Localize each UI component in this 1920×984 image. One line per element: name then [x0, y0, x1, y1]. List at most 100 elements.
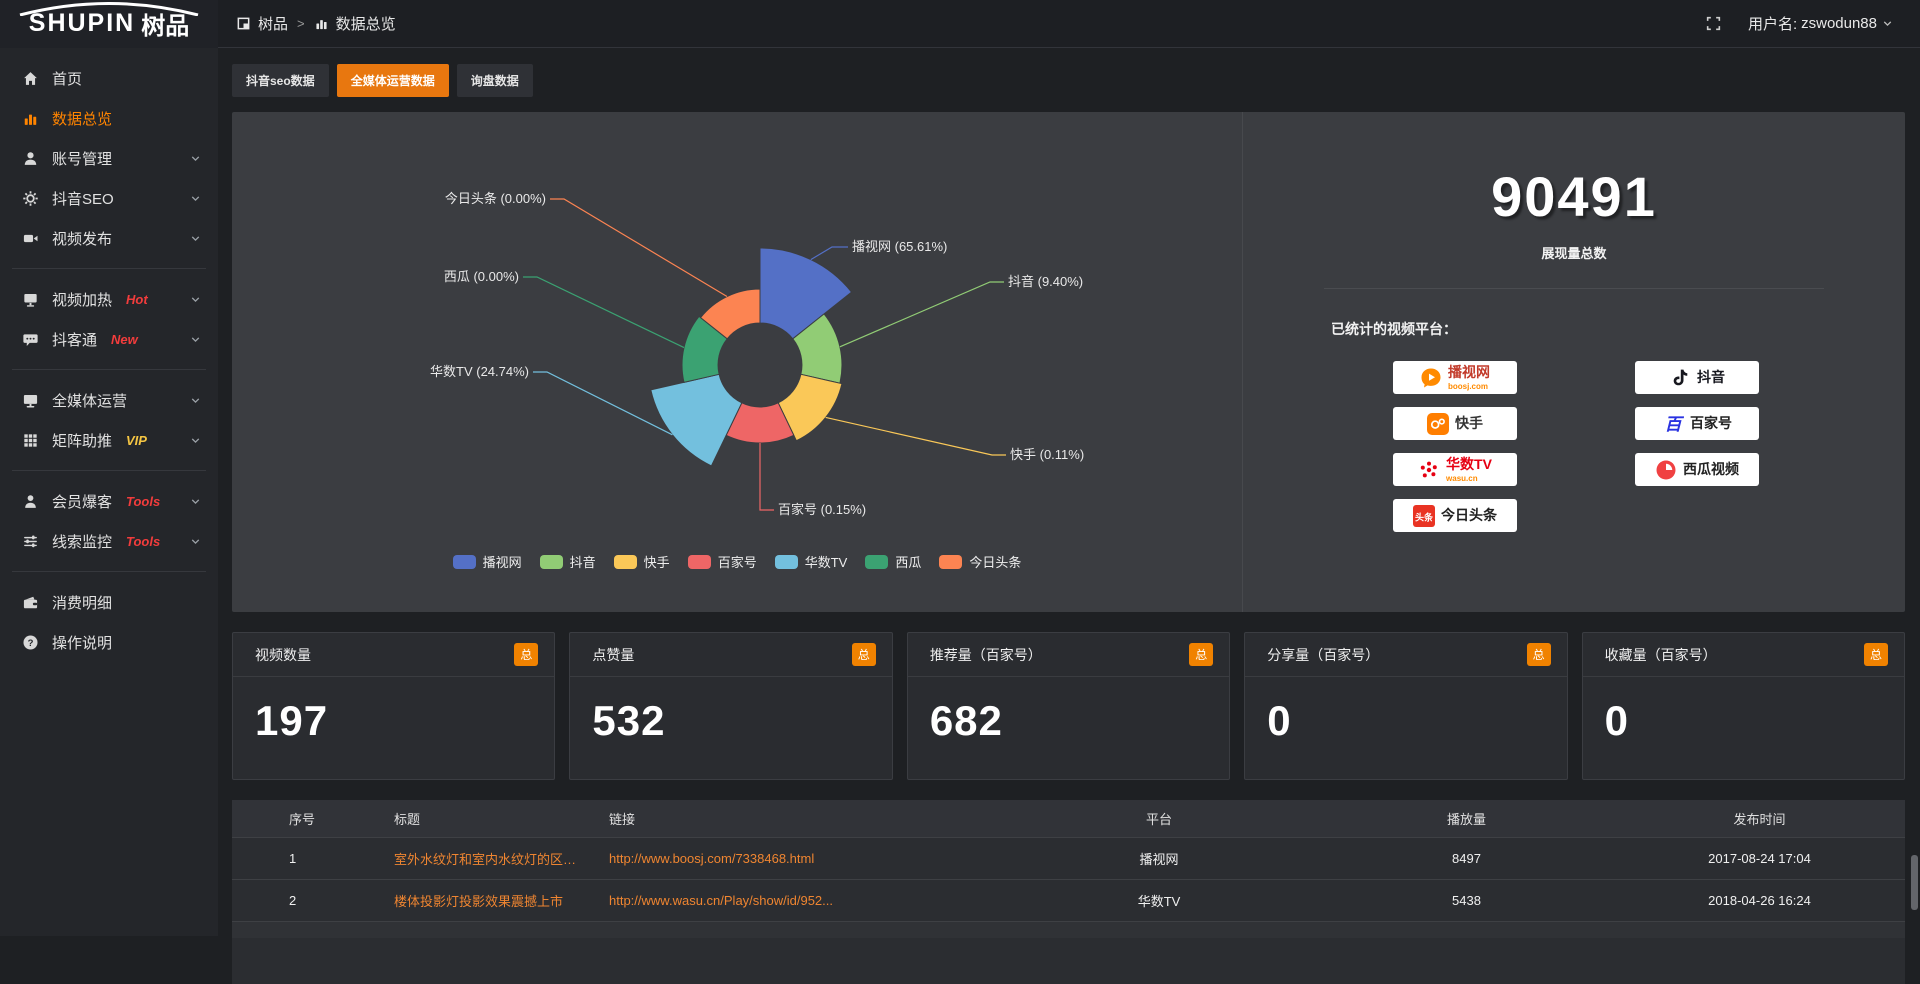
cell-title-link[interactable]: 室外水纹灯和室内水纹灯的区别和简介 [394, 852, 599, 867]
sidebar-item-label: 账号管理 [52, 150, 113, 168]
breadcrumb-current[interactable]: 数据总览 [335, 16, 396, 33]
kuaishou-icon [1427, 412, 1449, 435]
cell-platform: 华数TV [1137, 894, 1181, 909]
scrollbar-thumb[interactable] [1911, 855, 1918, 910]
legend-item-华数TV[interactable]: 华数TV [774, 552, 848, 571]
sidebar-item-home[interactable]: 首页 [0, 58, 218, 98]
platform-name: 快手 [1455, 414, 1483, 431]
total-badge: 总 [1189, 643, 1214, 666]
stat-card-header: 分享量（百家号） 总 [1245, 633, 1567, 677]
stat-card-value: 532 [592, 697, 666, 744]
help-icon: ? [22, 634, 39, 651]
sidebar-item-media-operation[interactable]: 全媒体运营 [0, 380, 218, 420]
legend-item-西瓜[interactable]: 西瓜 [865, 552, 921, 571]
stat-card-点赞量: 点赞量 总 532 [569, 632, 893, 780]
cell-time: 2018-04-26 16:24 [1708, 893, 1811, 908]
sidebar-item-matrix-boost[interactable]: 矩阵助推 VIP [0, 420, 218, 460]
pie-slice-西瓜[interactable] [681, 315, 728, 383]
video-table: 序号 标题 链接 平台 播放量 发布时间 1 室外水纹灯和室内水纹灯的区别和简介 http://… [232, 800, 1905, 984]
app-logo[interactable]: SHUPIN 树品 [0, 0, 218, 48]
tab-media-operation-data[interactable]: 全媒体运营数据 [336, 64, 449, 97]
legend-label: 百家号 [717, 555, 757, 570]
legend-label: 华数TV [804, 555, 848, 570]
platform-badge-今日头条: 头条 今日头条 [1393, 499, 1517, 532]
summary-divider [1324, 288, 1824, 289]
sidebar-item-douketong[interactable]: 抖客通 New [0, 319, 218, 359]
legend-item-百家号[interactable]: 百家号 [687, 552, 757, 571]
username: zswodun88 [1801, 15, 1877, 32]
tab-inquiry-data[interactable]: 询盘数据 [456, 64, 533, 97]
stat-card-value: 197 [255, 697, 329, 744]
sidebar-item-account-manage[interactable]: 账号管理 [0, 138, 218, 178]
cell-title-link[interactable]: 楼体投影灯投影效果震撼上市 [394, 894, 564, 909]
legend-item-快手[interactable]: 快手 [613, 552, 670, 571]
platform-name: 今日头条 [1441, 506, 1497, 523]
stat-card-title: 收藏量（百家号） [1604, 646, 1717, 663]
tab-douyin-seo-data[interactable]: 抖音seo数据 [232, 64, 329, 97]
sidebar-item-operation-guide[interactable]: ? 操作说明 [0, 622, 218, 662]
svg-text:百: 百 [1665, 415, 1685, 434]
platform-name: 西瓜视频 [1683, 460, 1739, 477]
pie-label: 百家号 (0.15%) [778, 502, 866, 517]
platform-badge-快手: 快手 [1393, 407, 1517, 440]
pie-slice-今日头条[interactable] [699, 288, 761, 340]
cell-no: 2 [289, 893, 297, 908]
col-header-time: 发布时间 [1733, 812, 1786, 827]
cell-url-link[interactable]: http://www.wasu.cn/Play/show/id/952... [609, 893, 833, 908]
total-impressions-value: 90491 [1491, 165, 1657, 228]
cell-platform: 播视网 [1139, 852, 1179, 867]
chevron-down-icon [189, 192, 202, 205]
sidebar-item-badge: VIP [126, 432, 147, 448]
legend-label: 播视网 [482, 555, 522, 570]
fullscreen-icon[interactable] [1705, 15, 1722, 32]
sidebar-item-data-overview[interactable]: 数据总览 [0, 98, 218, 138]
user-menu[interactable]: 用户名: zswodun88 [1748, 13, 1894, 34]
sidebar-item-label: 矩阵助推 [52, 432, 113, 450]
platform-badges-col2: 抖音百百家号 西瓜视频 [1635, 361, 1759, 532]
stat-card-value: 0 [1604, 697, 1629, 744]
chevron-down-icon [189, 495, 202, 508]
platform-badges-col1: 播视网 boosj.com 快手 华数TV wasu.cn 头条 今日头条 [1393, 361, 1517, 532]
sidebar-item-video-heat[interactable]: 视频加热 Hot [0, 279, 218, 319]
douyin-note-icon [1669, 367, 1691, 389]
sidebar-item-douyin-seo[interactable]: 抖音SEO [0, 178, 218, 218]
pie-label-line [523, 276, 685, 349]
col-header-title: 标题 [394, 812, 421, 827]
sidebar-item-video-publish[interactable]: 视频发布 [0, 218, 218, 258]
sidebar-item-consume-detail[interactable]: 消费明细 [0, 582, 218, 622]
cell-time: 2017-08-24 17:04 [1708, 851, 1811, 866]
sidebar-item-label: 线索监控 [52, 533, 113, 551]
pie-label-line [839, 281, 1004, 348]
stat-cards: 视频数量总 197 点赞量总 532 推荐量（百家号）总 682 分享量（百家号）总 0 收藏量… [232, 632, 1906, 780]
platform-name: 播视网 [1448, 364, 1490, 380]
cell-url-link[interactable]: http://www.boosj.com/7338468.html [609, 851, 815, 866]
col-header-link: 链接 [609, 812, 636, 827]
col-header-plays: 播放量 [1446, 812, 1486, 827]
legend-item-抖音[interactable]: 抖音 [539, 552, 596, 571]
platform-subtext: wasu.cn [1446, 474, 1478, 483]
sidebar-item-member-baoke[interactable]: 会员爆客 Tools [0, 481, 218, 521]
stat-card-推荐量（百家号）: 推荐量（百家号） 总 682 [906, 632, 1231, 780]
sidebar-item-lead-monitor[interactable]: 线索监控 Tools [0, 521, 218, 561]
main-content: 抖音seo数据 全媒体运营数据 询盘数据 播视网 (65.61%) 抖音 (9.40%… [218, 48, 1920, 984]
legend-item-今日头条[interactable]: 今日头条 [939, 552, 1021, 571]
sidebar-item-badge: Hot [126, 291, 148, 307]
breadcrumb-root[interactable]: 树品 [258, 16, 289, 33]
legend-label: 今日头条 [969, 555, 1022, 570]
wallet-icon [22, 594, 39, 611]
stat-card-title: 推荐量（百家号） [929, 646, 1042, 663]
chevron-down-icon [189, 434, 202, 447]
monitor-icon [22, 392, 39, 409]
baijia-icon: 百 [1662, 413, 1685, 435]
pie-label: 快手 (0.11%) [1010, 447, 1084, 462]
pie-slice-快手[interactable] [777, 373, 843, 442]
platforms-label: 已统计的视频平台： [1331, 321, 1457, 337]
stat-card-收藏量（百家号）: 收藏量（百家号） 总 0 [1581, 632, 1906, 780]
sidebar-item-label: 会员爆客 [52, 493, 113, 511]
table-header-row: 序号 标题 链接 平台 播放量 发布时间 [232, 800, 1905, 838]
sidebar-item-label: 数据总览 [52, 110, 113, 128]
pie-slice-华数TV[interactable] [650, 373, 743, 467]
pie-slice-播视网[interactable] [759, 247, 853, 340]
legend-item-播视网[interactable]: 播视网 [452, 552, 522, 571]
total-badge: 总 [514, 643, 539, 666]
